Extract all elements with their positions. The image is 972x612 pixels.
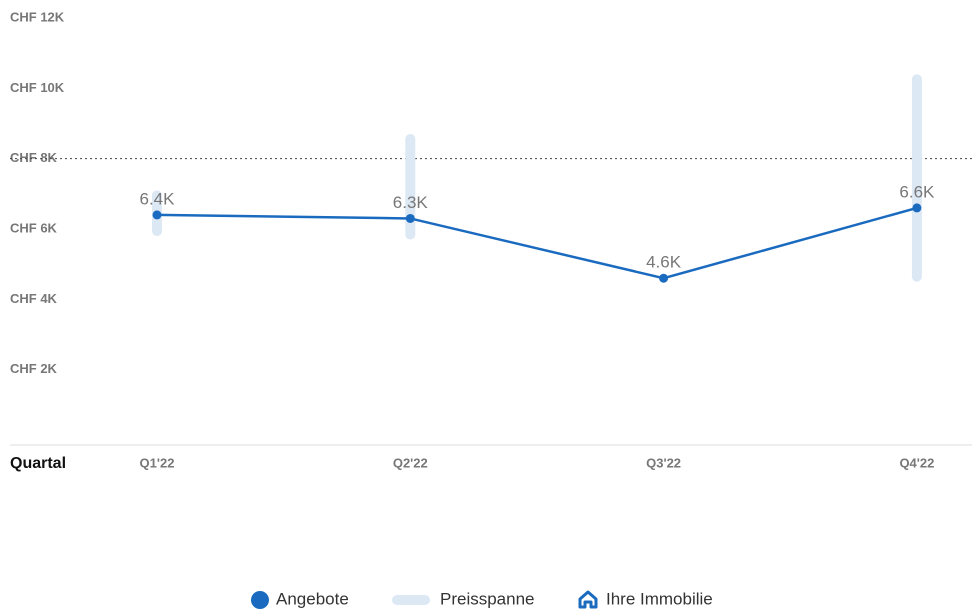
point	[912, 203, 922, 213]
legend-label: Angebote	[276, 589, 349, 608]
point	[405, 213, 415, 223]
x-tick-label: Q3'22	[646, 455, 681, 470]
price-range	[405, 134, 416, 240]
y-tick-label: CHF 6K	[10, 220, 58, 235]
point	[152, 210, 162, 220]
legend-icon	[578, 590, 598, 609]
y-tick-label: CHF 10K	[10, 80, 65, 95]
point	[659, 273, 669, 283]
y-tick-label: CHF 8K	[10, 150, 58, 165]
legend-swatch	[251, 591, 269, 609]
y-tick-label: CHF 4K	[10, 291, 58, 306]
y-tick-label: CHF 12K	[10, 9, 65, 24]
x-tick-label: Q4'22	[899, 455, 934, 470]
value-label: 6.3K	[393, 193, 429, 212]
legend-swatch	[392, 595, 430, 605]
value-label: 4.6K	[646, 253, 682, 272]
value-label: 6.6K	[899, 182, 935, 201]
x-axis-label: Quartal	[10, 455, 66, 472]
legend-label: Preisspanne	[440, 589, 535, 608]
y-tick-label: CHF 2K	[10, 361, 58, 376]
price-range	[911, 74, 922, 282]
legend-label: Ihre Immobilie	[606, 589, 713, 608]
line	[156, 206, 918, 280]
x-tick-label: Q2'22	[393, 455, 428, 470]
value-label: 6.4K	[140, 189, 176, 208]
x-tick-label: Q1'22	[140, 455, 175, 470]
